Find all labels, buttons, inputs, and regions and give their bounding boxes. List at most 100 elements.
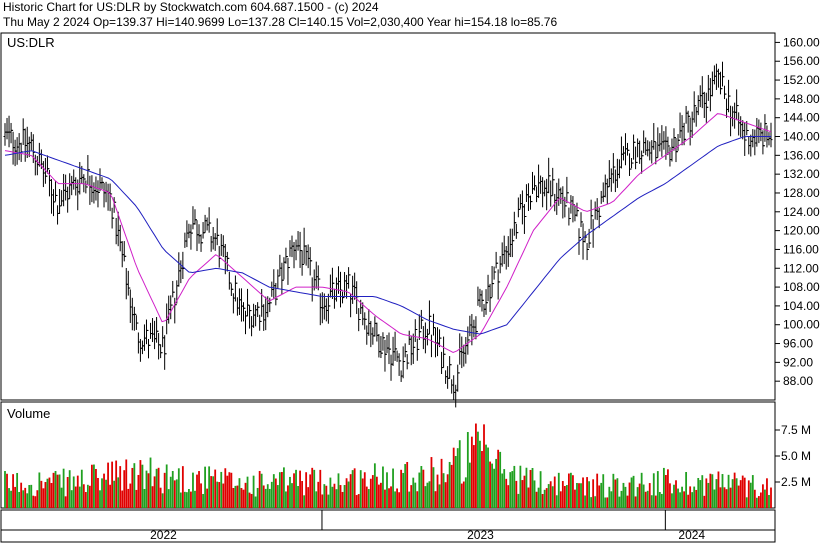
volume-bar (497, 449, 500, 508)
volume-bar (660, 493, 663, 508)
volume-bar (507, 485, 510, 508)
volume-bar (388, 488, 390, 508)
volume-bar (355, 495, 358, 508)
volume-bar (470, 436, 473, 508)
volume-bar (232, 487, 235, 508)
volume-bar (525, 467, 528, 508)
volume-bar (367, 489, 370, 508)
volume-bar (103, 473, 105, 508)
volume-bar (105, 479, 107, 508)
volume-bar (303, 495, 306, 508)
volume-bar (123, 470, 126, 508)
volume-bar (434, 491, 437, 508)
volume-bar (18, 491, 21, 508)
volume-bar (72, 476, 75, 508)
volume-bar (341, 491, 344, 508)
volume-bar (375, 476, 378, 508)
volume-bar (149, 457, 152, 508)
volume-bar (48, 477, 51, 508)
volume-bar (402, 472, 405, 508)
volume-bar (252, 475, 255, 508)
volume-bar (10, 490, 12, 508)
price-tick-label: 156.00 (783, 54, 820, 68)
volume-bar (371, 475, 374, 508)
volume-bar (551, 486, 554, 508)
volume-bar (675, 480, 677, 508)
volume-bar (671, 493, 673, 508)
volume-bar (382, 466, 384, 508)
volume-bar (759, 492, 762, 508)
price-tick-label: 108.00 (783, 280, 820, 294)
volume-bar (695, 489, 698, 508)
volume-bar (210, 476, 213, 508)
volume-bar (220, 471, 223, 508)
volume-bar (406, 461, 409, 508)
volume-bar (628, 482, 631, 508)
volume-bar (4, 471, 6, 508)
volume-bar (390, 486, 392, 508)
volume-bar (60, 487, 63, 508)
volume-bar (513, 465, 516, 508)
volume-bar (254, 496, 257, 508)
volume-bar (301, 481, 304, 508)
volume-bar (667, 469, 669, 508)
volume-bar (511, 471, 514, 508)
year-label: 2022 (150, 528, 177, 542)
volume-bar (616, 478, 619, 508)
volume-bar (436, 474, 439, 508)
volume-bar (163, 472, 166, 508)
volume-bar (477, 431, 479, 508)
volume-bar (248, 492, 251, 508)
chart-header-title: Historic Chart for US:DLR by Stockwatch.… (3, 0, 379, 14)
volume-bar (242, 489, 245, 508)
volume-bar (86, 484, 89, 508)
volume-bar (709, 473, 712, 508)
volume-bar (489, 461, 491, 508)
volume-bar (662, 467, 665, 508)
volume-bar (99, 490, 101, 508)
volume-bar (133, 463, 136, 508)
volume-bar (313, 469, 316, 508)
volume-bar (34, 496, 37, 508)
volume-bar (404, 464, 407, 508)
volume-bar (468, 462, 471, 508)
volume-axis: 7.5 M 5.0 M 2.5 M (775, 423, 811, 489)
volume-bar (398, 492, 401, 508)
volume-bar (499, 451, 502, 508)
volume-bar (747, 480, 750, 508)
volume-bar (353, 468, 356, 508)
volume-bar (54, 470, 57, 508)
volume-bar (52, 472, 55, 508)
volume-bar (588, 481, 591, 508)
volume-bar (462, 481, 465, 508)
volume-bar (430, 457, 433, 508)
volume-bar (177, 468, 180, 508)
volume-bar (527, 487, 530, 508)
volume-bar (549, 481, 552, 508)
volume-bar (420, 466, 423, 508)
volume-bar (456, 448, 459, 508)
volume-bar (373, 463, 376, 508)
volume-bar (600, 482, 603, 508)
volume-bar (380, 482, 382, 508)
volume-bar (161, 493, 164, 508)
volume-bar (584, 495, 586, 508)
volume-bar (646, 490, 649, 508)
volume-bar (755, 497, 758, 508)
volume-bar (135, 489, 138, 508)
volume-bar (630, 477, 633, 508)
volume-bar (129, 483, 132, 508)
volume-bar (115, 460, 118, 508)
volume-bar (80, 469, 83, 508)
volume-bar (620, 490, 623, 508)
volume-bar (117, 477, 120, 508)
volume-bar (343, 485, 346, 508)
volume-bar (450, 464, 453, 508)
volume-bar (612, 473, 615, 508)
volume-bar (460, 483, 463, 508)
volume-bar (582, 477, 584, 508)
volume-bar (570, 472, 572, 508)
volume-bar (351, 470, 354, 508)
price-axis: 160.00 156.00 152.00 148.00 144.00 140.00 136.… (775, 35, 820, 388)
volume-bar (222, 483, 225, 508)
